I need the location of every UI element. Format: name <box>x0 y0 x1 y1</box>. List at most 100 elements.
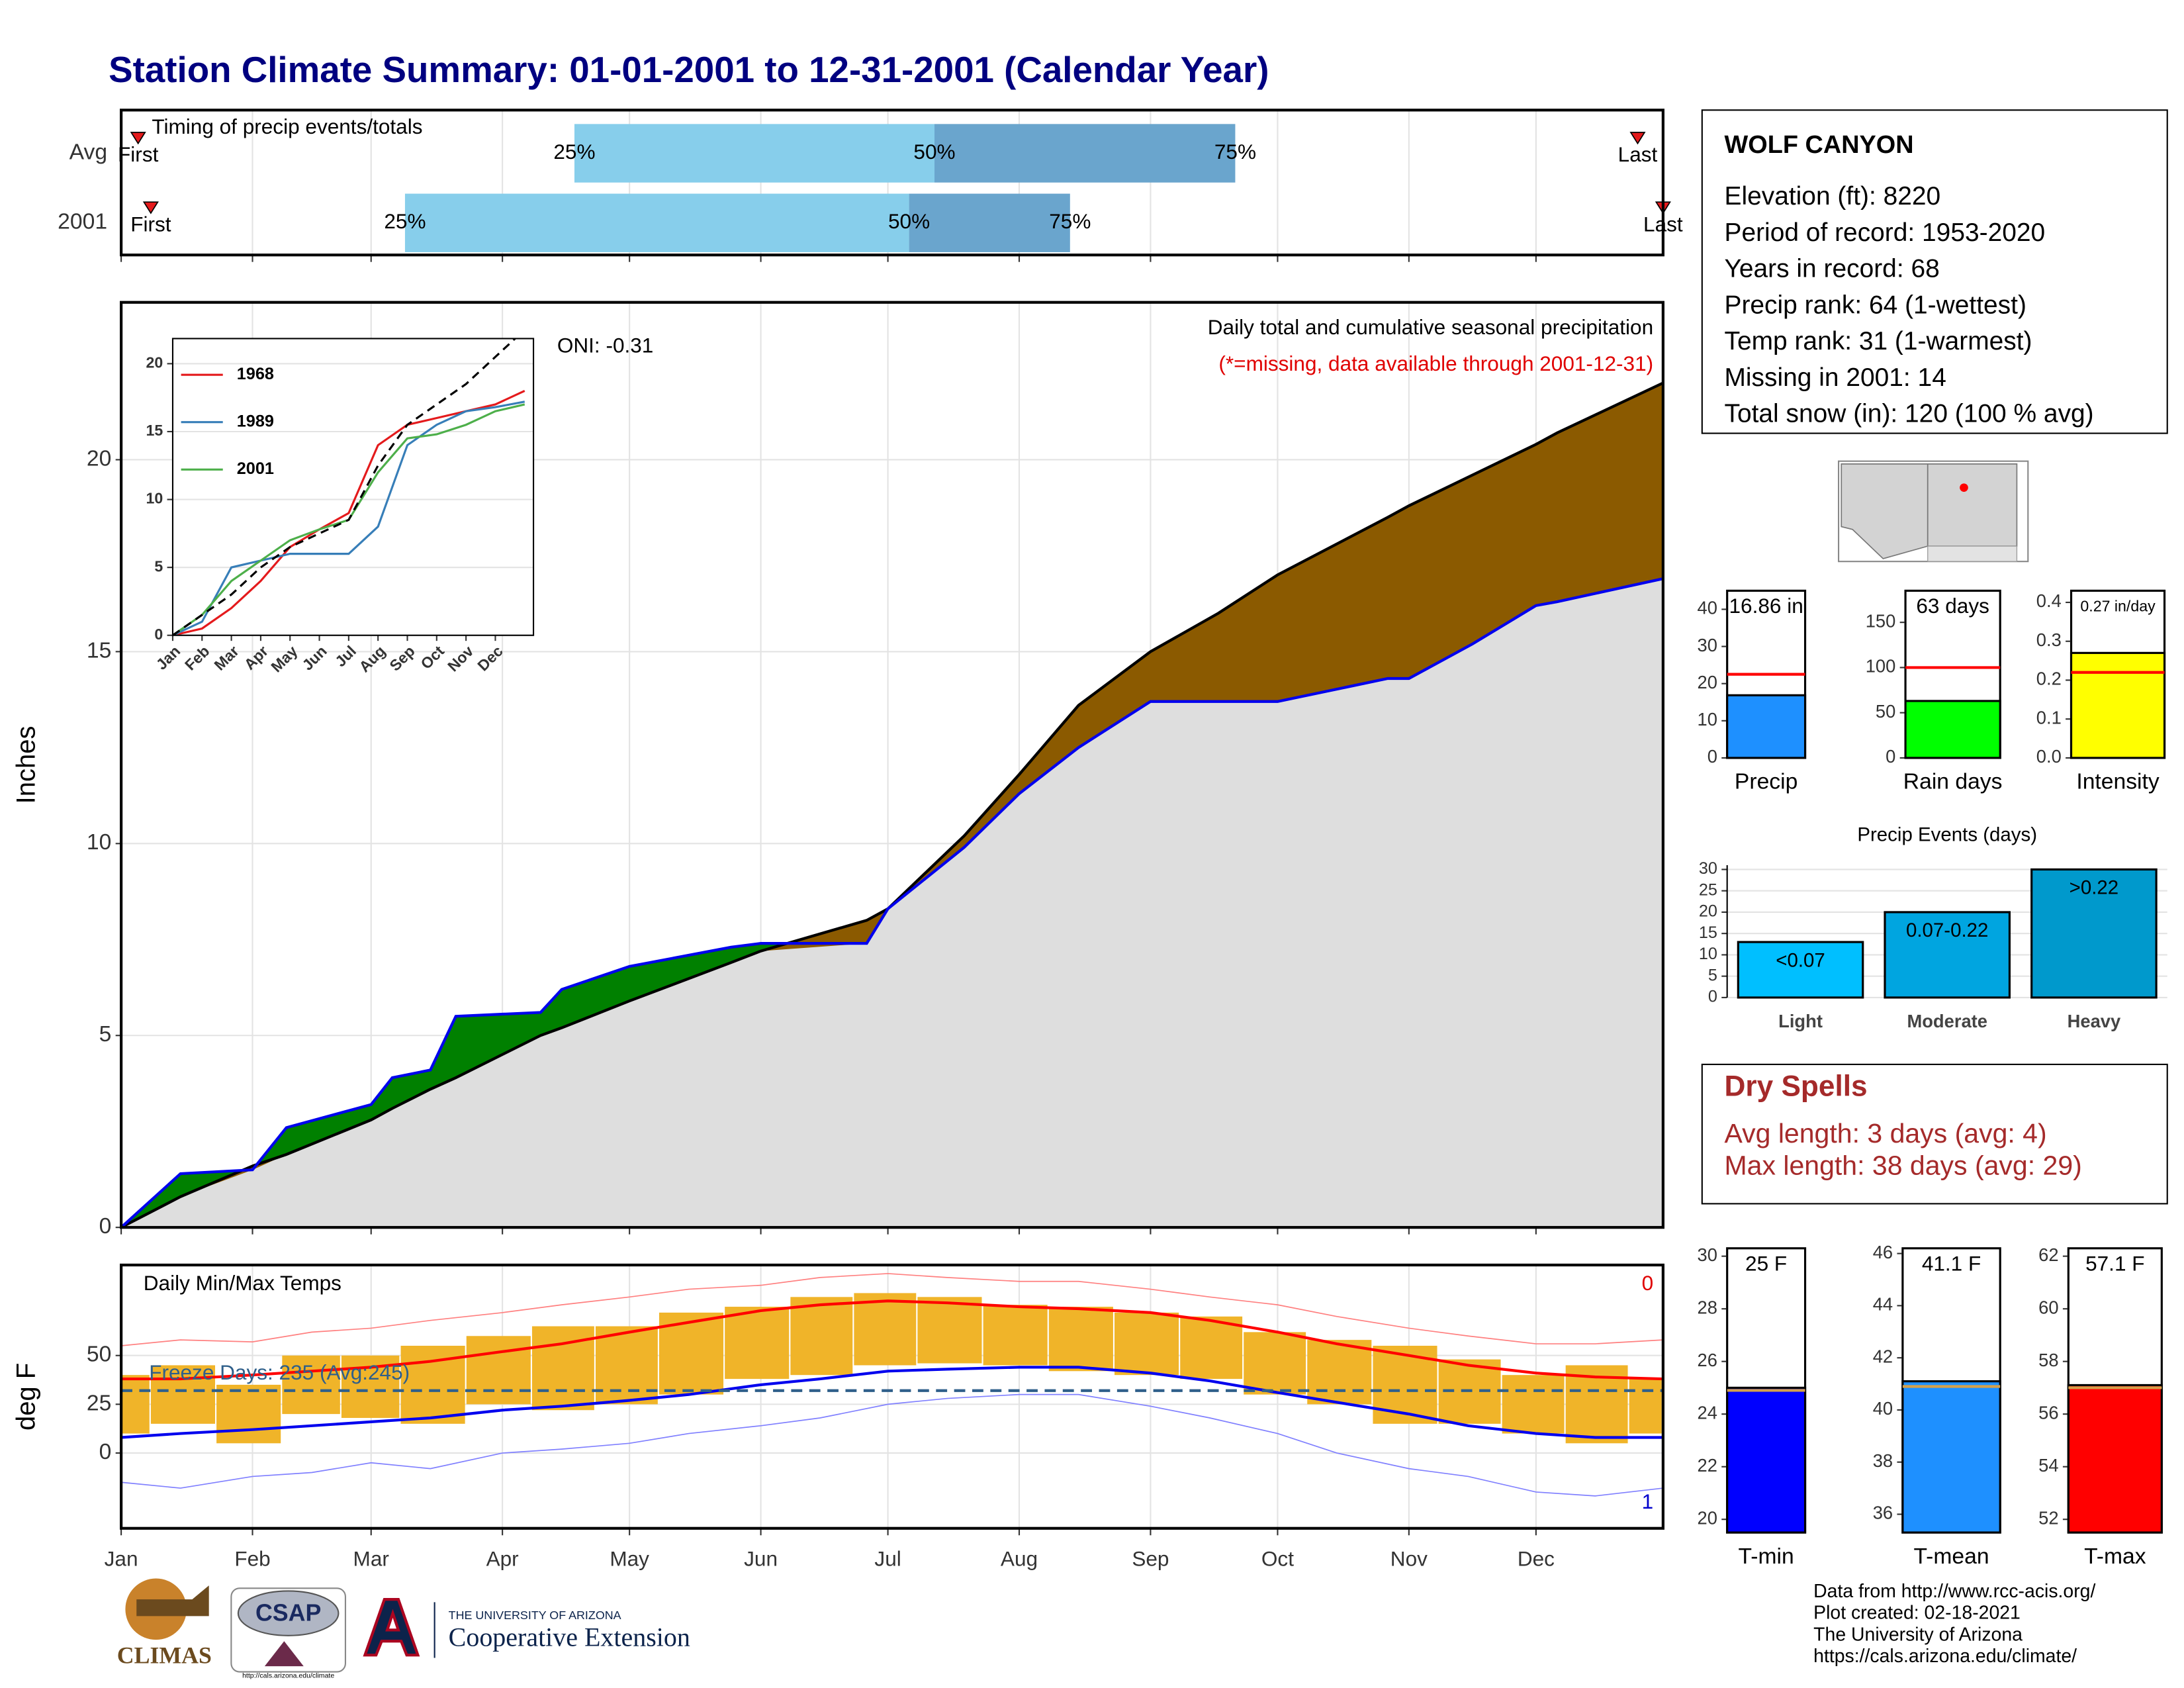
bar <box>1904 700 2001 759</box>
dry-spell-line: Max length: 38 days (avg: 29) <box>1724 1150 2081 1181</box>
temp-range-bar <box>854 1293 917 1366</box>
y-axis-label: Inches <box>12 726 41 804</box>
temp-range-bar <box>790 1297 853 1376</box>
y-tick-label: 0 <box>99 1214 112 1239</box>
chart-temps: 0 25 50 Jan Feb Mar Apr May Jun Jul Aug Sep Oct Nov De… <box>12 1263 1664 1571</box>
chart-bar: 52 54 56 58 60 62 T-max 57.1 F <box>2038 1244 2163 1569</box>
y-tick-label: 150 <box>1866 610 1896 631</box>
y-tick-label: 0.1 <box>2036 707 2062 727</box>
freeze-annotation: Freeze Days: 235 (Avg:245) <box>149 1360 410 1384</box>
y-tick-label: 46 <box>1873 1242 1893 1262</box>
temp-range-bar <box>150 1365 216 1424</box>
station-line: Temp rank: 31 (1-warmest) <box>1724 327 2032 355</box>
bar <box>1726 1386 1807 1534</box>
timing-bar <box>909 193 1070 252</box>
x-tick-label: Sep <box>1132 1547 1169 1571</box>
marker-label: First <box>118 142 159 166</box>
timing-bar <box>404 193 909 252</box>
y-tick-label: 5 <box>1708 966 1717 984</box>
legend-label: 1989 <box>237 412 274 430</box>
category-label: T-max <box>2084 1544 2146 1569</box>
plot-frame <box>171 338 535 636</box>
y-tick-label: 28 <box>1698 1297 1717 1317</box>
range-label: <0.07 <box>1776 949 1825 971</box>
y-tick-label: 54 <box>2038 1455 2058 1476</box>
locator-map <box>1838 460 2029 563</box>
y-tick-label: 15 <box>146 422 163 439</box>
value-label: 41.1 F <box>1922 1251 1981 1275</box>
temp-range-bar <box>1180 1316 1243 1380</box>
y-tick-label: 20 <box>87 446 111 471</box>
range-label: 0.07-0.22 <box>1906 919 1988 941</box>
chart-bar: 36 38 40 42 44 46 T-mean 41.1 F <box>1873 1242 2001 1569</box>
extension-name: Cooperative Extension <box>449 1622 690 1652</box>
x-tick-label: May <box>610 1547 649 1571</box>
marker-label: First <box>130 212 171 236</box>
value-label: 25 F <box>1745 1251 1787 1275</box>
y-tick-label: 44 <box>1873 1294 1893 1315</box>
y-tick-label: 10 <box>1699 945 1717 963</box>
y-tick-label: 10 <box>1698 709 1717 729</box>
x-tick-label: Nov <box>1390 1547 1428 1571</box>
temp-line <box>120 1366 1663 1439</box>
bar <box>2070 651 2166 759</box>
y-tick-label: 24 <box>1698 1402 1717 1423</box>
y-tick-label: 0.0 <box>2036 746 2062 767</box>
annotation: Daily total and cumulative seasonal prec… <box>1208 315 1653 339</box>
temp-range-bar <box>1244 1332 1306 1395</box>
dry-spells-box <box>1701 1063 2168 1205</box>
plot-frame <box>119 1263 1664 1530</box>
y-tick-label: 30 <box>1699 859 1717 878</box>
climas-logo: CLIMAS <box>117 1642 212 1669</box>
marker-label: 75% <box>1049 209 1091 233</box>
y-tick-label: 30 <box>1698 635 1717 655</box>
y-tick-label: 30 <box>1698 1244 1717 1265</box>
y-tick-label: 0 <box>154 626 163 643</box>
temp-range-bar <box>595 1326 658 1405</box>
category-label: Rain days <box>1903 770 2003 794</box>
temp-range-bar <box>282 1355 340 1415</box>
x-tick-label: Jan <box>105 1547 138 1571</box>
x-tick-label: Feb <box>234 1547 270 1571</box>
footer-line: The University of Arizona <box>1813 1624 2023 1645</box>
legend-label: 2001 <box>237 459 274 478</box>
marker-label: 75% <box>1214 140 1256 164</box>
reference-line <box>172 338 517 635</box>
y-tick-label: 20 <box>1699 902 1717 921</box>
bar <box>1884 911 2011 999</box>
temp-range-bar <box>983 1305 1048 1366</box>
category-label: Moderate <box>1907 1011 1987 1031</box>
bar <box>2067 1383 2163 1534</box>
dry-spell-line: Avg length: 3 days (avg: 4) <box>1724 1118 2046 1149</box>
value-label: 16.86 in <box>1729 594 1803 618</box>
timing-bar <box>934 124 1236 183</box>
footer-line: Plot created: 02-18-2021 <box>1813 1603 2021 1624</box>
station-line: Elevation (ft): 8220 <box>1724 182 1940 211</box>
row-label: 2001 <box>58 210 107 234</box>
legend-label: 1968 <box>237 365 274 383</box>
temp-range-bar <box>216 1384 281 1444</box>
y-tick-label: 50 <box>1876 701 1895 722</box>
timing-bar <box>574 124 934 183</box>
timing-marker <box>142 201 159 214</box>
climas-emblem <box>136 1585 209 1617</box>
category-label: T-min <box>1739 1544 1794 1569</box>
chart-bar: 20 22 24 26 28 30 T-min 25 F <box>1698 1244 1807 1569</box>
bar <box>1737 941 1864 999</box>
ua-name: THE UNIVERSITY OF ARIZONA <box>449 1609 621 1622</box>
map-state <box>1927 463 2018 547</box>
y-tick-label: 38 <box>1873 1450 1893 1471</box>
temp-line <box>121 1299 1663 1381</box>
y-tick-label: 5 <box>99 1022 112 1047</box>
map-state <box>1927 545 2018 562</box>
x-tick-label: Apr <box>486 1547 519 1571</box>
y-tick-label: 10 <box>146 490 163 507</box>
chart-bar: 0 50 100 150 Rain days 63 days <box>1866 589 2003 794</box>
range-label: >0.22 <box>2070 877 2119 899</box>
panel-title: Daily Min/Max Temps <box>144 1271 341 1295</box>
footer-line: https://cals.arizona.edu/climate/ <box>1813 1646 2077 1667</box>
y-tick-label: 36 <box>1873 1503 1893 1523</box>
